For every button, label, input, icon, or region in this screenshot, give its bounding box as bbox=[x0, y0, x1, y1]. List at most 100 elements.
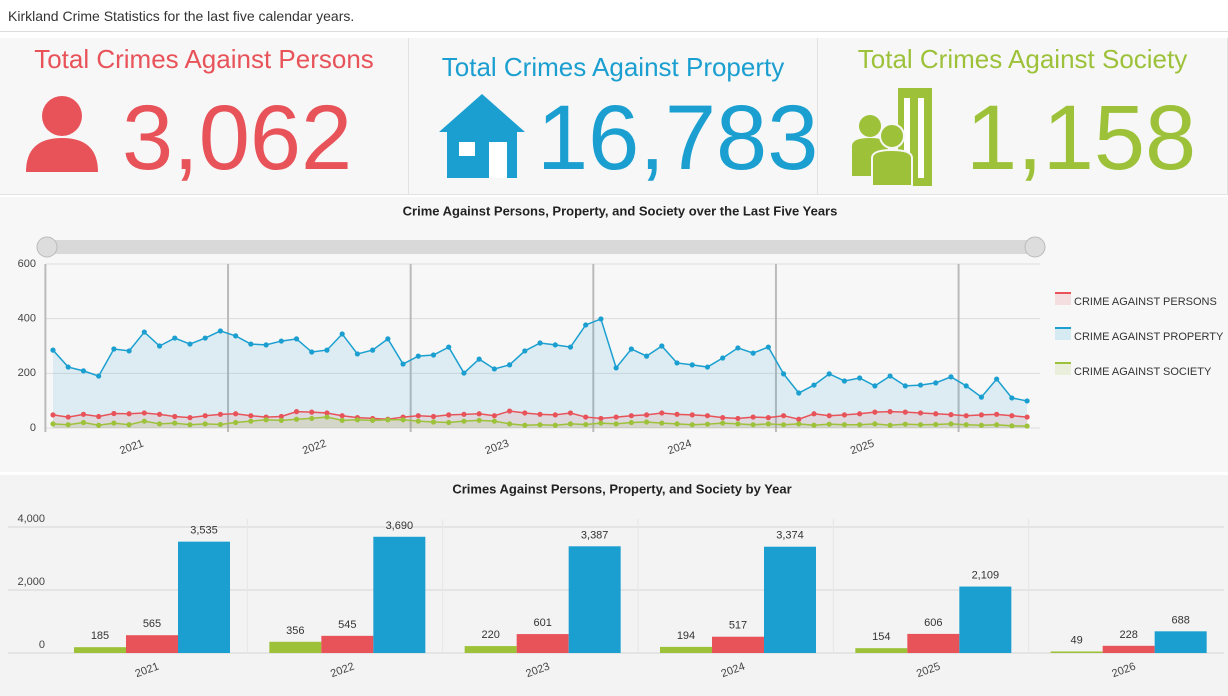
point bbox=[1009, 395, 1015, 401]
point bbox=[50, 412, 56, 418]
indicator-title: Total Crimes Against Property bbox=[441, 52, 785, 82]
value-label: 185 bbox=[91, 630, 109, 642]
point bbox=[507, 421, 513, 427]
point bbox=[735, 415, 741, 422]
point bbox=[704, 421, 711, 427]
range-slider[interactable] bbox=[40, 240, 1042, 254]
point bbox=[887, 422, 893, 428]
x-tick-label: 2024 bbox=[720, 661, 747, 681]
chart-title: Crime Against Persons, Property, and Soc… bbox=[403, 203, 838, 218]
point bbox=[339, 417, 345, 423]
point bbox=[217, 411, 224, 417]
point bbox=[948, 374, 954, 380]
point bbox=[720, 355, 726, 361]
point bbox=[643, 419, 650, 425]
x-tick-label: 2026 bbox=[1110, 661, 1137, 681]
point bbox=[583, 414, 589, 420]
point bbox=[111, 420, 117, 426]
slider-handle[interactable] bbox=[36, 236, 58, 258]
series-area bbox=[53, 318, 1028, 428]
point bbox=[1024, 423, 1030, 429]
point bbox=[50, 421, 56, 427]
point bbox=[567, 421, 574, 427]
point bbox=[628, 419, 634, 426]
point bbox=[872, 383, 878, 389]
point bbox=[948, 421, 954, 427]
point bbox=[156, 411, 163, 417]
slider-handle[interactable] bbox=[1024, 236, 1046, 258]
point bbox=[994, 411, 1000, 417]
legend-label: CRIME AGAINST SOCIETY bbox=[1074, 366, 1212, 378]
point bbox=[65, 422, 71, 428]
point bbox=[613, 414, 619, 420]
point bbox=[994, 376, 1000, 382]
point bbox=[233, 419, 239, 426]
point bbox=[674, 360, 680, 366]
point bbox=[552, 342, 558, 348]
point bbox=[643, 412, 650, 418]
point bbox=[598, 420, 604, 426]
point bbox=[507, 408, 513, 414]
x-tick-label: 2022 bbox=[301, 438, 328, 458]
point bbox=[324, 414, 330, 420]
bar bbox=[959, 586, 1012, 653]
point bbox=[461, 418, 467, 424]
point bbox=[765, 421, 771, 427]
point bbox=[446, 419, 452, 426]
legend-swatch bbox=[1055, 293, 1071, 305]
point bbox=[187, 415, 193, 421]
point bbox=[324, 410, 330, 416]
y-tick-label: 2,000 bbox=[17, 576, 45, 588]
point bbox=[172, 420, 178, 426]
point bbox=[780, 371, 787, 377]
bar bbox=[464, 646, 517, 653]
point bbox=[826, 371, 832, 377]
point bbox=[613, 421, 619, 427]
point bbox=[765, 344, 771, 350]
point bbox=[354, 351, 360, 357]
point bbox=[522, 348, 528, 354]
point bbox=[217, 328, 224, 334]
point bbox=[461, 411, 467, 417]
point bbox=[263, 417, 269, 423]
point bbox=[278, 338, 284, 344]
indicator-title: Total Crimes Against Persons bbox=[34, 44, 374, 74]
point bbox=[202, 335, 208, 341]
point bbox=[659, 343, 665, 349]
point bbox=[430, 413, 437, 420]
point bbox=[552, 412, 558, 418]
point bbox=[841, 412, 848, 418]
point bbox=[507, 362, 513, 368]
value-label: 3,387 bbox=[581, 529, 609, 541]
point bbox=[887, 373, 893, 379]
point bbox=[96, 373, 102, 379]
point bbox=[659, 420, 665, 426]
point bbox=[598, 415, 604, 422]
point bbox=[309, 415, 315, 422]
point bbox=[902, 409, 908, 415]
indicator: Total Crimes Against Persons 3,062 bbox=[0, 38, 409, 195]
bar bbox=[568, 546, 621, 653]
point bbox=[111, 410, 117, 417]
indicator-value: 1,158 bbox=[966, 87, 1197, 189]
point bbox=[720, 420, 726, 426]
x-tick-label: 2021 bbox=[134, 661, 161, 681]
point bbox=[948, 412, 954, 418]
point bbox=[339, 331, 345, 337]
point bbox=[309, 349, 315, 355]
point bbox=[126, 348, 132, 354]
point bbox=[978, 412, 985, 418]
point bbox=[126, 411, 132, 417]
point bbox=[293, 336, 300, 342]
point bbox=[857, 411, 863, 417]
point bbox=[141, 418, 147, 424]
point bbox=[461, 370, 467, 376]
bar bbox=[373, 536, 426, 653]
point bbox=[1009, 423, 1015, 429]
point bbox=[202, 413, 208, 419]
point bbox=[65, 364, 71, 370]
point bbox=[172, 335, 178, 341]
point bbox=[613, 365, 619, 371]
point bbox=[750, 422, 756, 428]
point bbox=[826, 413, 832, 419]
